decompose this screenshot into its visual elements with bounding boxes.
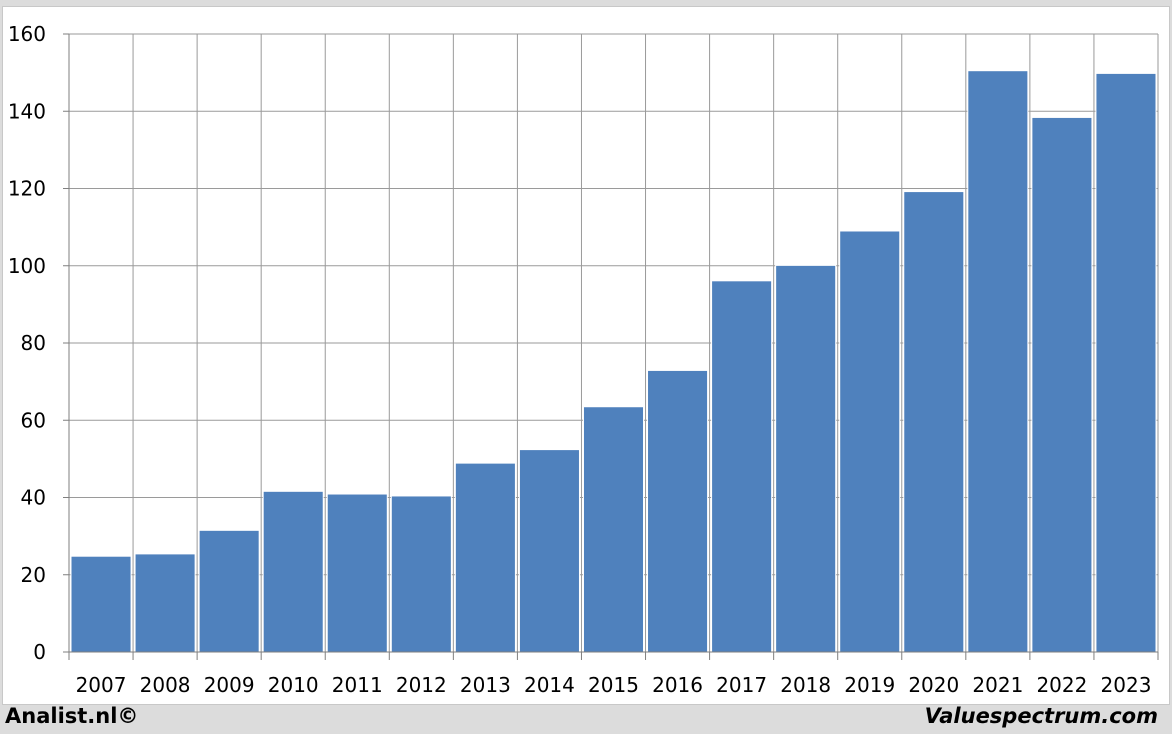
bar-2007 [70,555,132,653]
x-tick-label: 2015 [588,673,639,697]
bar-2014 [518,449,580,653]
y-tick-label: 60 [21,408,46,432]
y-tick-label: 120 [8,177,46,201]
x-tick-label: 2019 [844,673,895,697]
y-tick-label: 0 [33,640,46,664]
x-tick-label: 2014 [524,673,575,697]
bar-2011 [326,493,388,653]
x-tick-label: 2007 [76,673,127,697]
bar-2017 [711,280,773,653]
x-tick-label: 2012 [396,673,447,697]
x-tick-label: 2018 [780,673,831,697]
bar-2019 [839,230,901,653]
bar-2012 [390,495,452,653]
bar-2020 [903,191,965,653]
x-tick-label: 2008 [140,673,191,697]
x-tick-label: 2009 [204,673,255,697]
x-tick-label: 2011 [332,673,383,697]
bar-2009 [198,529,260,653]
x-tick-label: 2023 [1101,673,1152,697]
x-tick-label: 2010 [268,673,319,697]
y-tick-label: 140 [8,99,46,123]
y-tick-label: 160 [8,22,46,46]
y-tick-label: 40 [21,486,46,510]
bar-2008 [134,553,196,653]
x-tick-label: 2016 [652,673,703,697]
y-tick-label: 20 [21,563,46,587]
bar-chart: 0 20 40 60 80 100 120 140 160 2007 2008 2009 2010 201… [8,22,1159,697]
x-tick-label: 2013 [460,673,511,697]
footer-source-right: Valuespectrum.com [924,704,1158,728]
bar-2010 [262,490,324,653]
x-tick-label: 2020 [908,673,959,697]
x-tick-label: 2017 [716,673,767,697]
bar-2022 [1031,116,1093,653]
y-tick-label: 80 [21,331,46,355]
bar-2013 [454,462,516,653]
y-tick-label: 100 [8,254,46,278]
x-tick-label: 2021 [972,673,1023,697]
x-tick-label: 2022 [1036,673,1087,697]
bar-2021 [967,70,1029,653]
bar-2023 [1095,72,1157,653]
bar-2018 [775,264,837,653]
footer-source-left: Analist.nl© [5,704,139,728]
bar-2016 [647,369,709,653]
bar-2015 [582,406,645,653]
